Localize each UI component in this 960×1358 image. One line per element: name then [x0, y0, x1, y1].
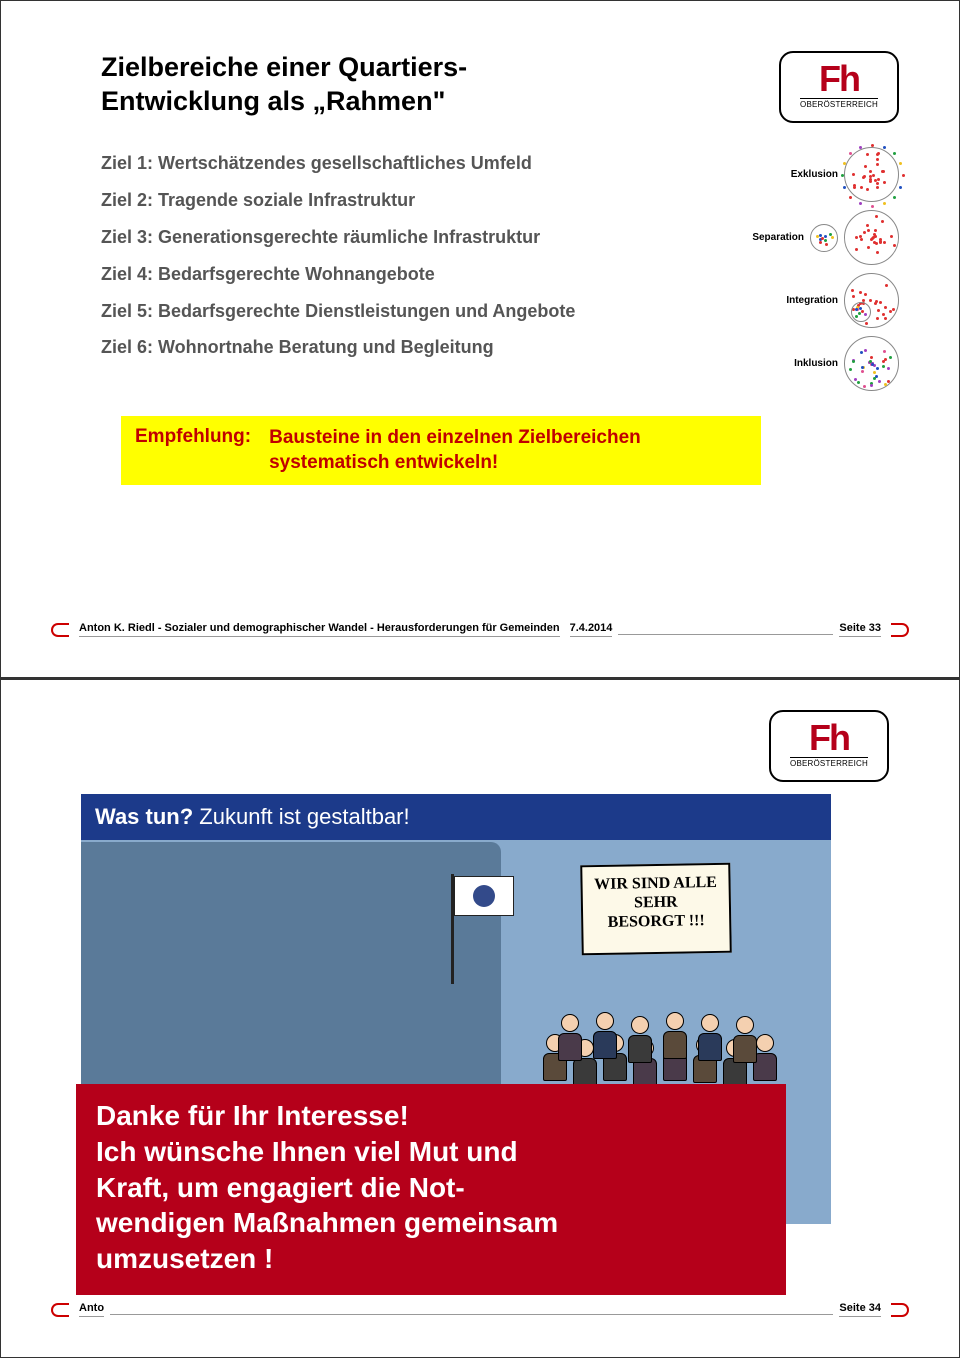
- footer-spacer: [110, 1314, 833, 1315]
- diagram-label: Inklusion: [794, 358, 838, 369]
- goal-6: Ziel 6: Wohnortnahe Beratung und Begleit…: [101, 329, 739, 366]
- diagram-label: Exklusion: [791, 169, 838, 180]
- header-row: Zielbereiche einer Quartiers- Entwicklun…: [101, 51, 899, 123]
- diagram-label: Separation: [752, 232, 804, 243]
- thank-you-box: Danke für Ihr Interesse! Ich wünsche Ihn…: [76, 1084, 786, 1295]
- sign-line2: SEHR: [634, 894, 678, 912]
- red-line-3: Kraft, um engagiert die Not-: [96, 1170, 766, 1206]
- goal-4: Ziel 4: Bedarfsgerechte Wohnangebote: [101, 256, 739, 293]
- diagram-inklusion: Inklusion: [739, 336, 899, 391]
- logo-subtext: OBERÖSTERREICH: [800, 98, 878, 109]
- blue-question: Was tun?: [95, 804, 193, 829]
- title-line2: Entwicklung als „Rahmen": [101, 86, 445, 116]
- cartoon-illustration: Was tun? Zukunft ist gestaltbar! WIR SIN…: [81, 794, 831, 1224]
- footer-cap-right-icon: [891, 623, 909, 637]
- fh-logo: Fh OBERÖSTERREICH: [769, 710, 889, 782]
- footer-cap-left-icon: [51, 623, 69, 637]
- footer-page-number: Seite 33: [839, 622, 881, 637]
- slide-title: Zielbereiche einer Quartiers- Entwicklun…: [101, 51, 467, 119]
- flag-globe-icon: [473, 885, 495, 907]
- slide-footer: Anto Seite 34: [51, 1302, 909, 1317]
- red-line-5: umzusetzen !: [96, 1241, 766, 1277]
- diagram-circle-icon: [844, 147, 899, 202]
- goal-1: Ziel 1: Wertschätzendes gesellschaftlich…: [101, 145, 739, 182]
- diagram-separation: Separation: [739, 210, 899, 265]
- diagram-integration: Integration: [739, 273, 899, 328]
- footer-spacer: [618, 634, 833, 635]
- footer-author-truncated: Anto: [79, 1302, 104, 1317]
- red-line-1: Danke für Ihr Interesse!: [96, 1098, 766, 1134]
- footer-cap-right-icon: [891, 1303, 909, 1317]
- red-line-4: wendigen Maßnahmen gemeinsam: [96, 1205, 766, 1241]
- goal-3: Ziel 3: Generationsgerechte räumliche In…: [101, 219, 739, 256]
- footer-page-number: Seite 34: [839, 1302, 881, 1317]
- logo-text: Fh: [809, 724, 849, 753]
- footer-cap-left-icon: [51, 1303, 69, 1317]
- diagram-circle-icon: [844, 210, 899, 265]
- recommendation-text: Bausteine in den einzelnen Zielbereichen…: [269, 426, 747, 475]
- blue-statement: Zukunft ist gestaltbar!: [193, 804, 409, 829]
- recommendation-box: Empfehlung: Bausteine in den einzelnen Z…: [121, 416, 761, 485]
- slide-33: Zielbereiche einer Quartiers- Entwicklun…: [0, 0, 960, 679]
- footer-date: 7.4.2014: [570, 622, 613, 637]
- slide-34: Fh OBERÖSTERREICH Was tun? Zukunft ist g…: [0, 679, 960, 1358]
- fh-logo: Fh OBERÖSTERREICH: [779, 51, 899, 123]
- logo-subtext: OBERÖSTERREICH: [790, 757, 868, 768]
- diagram-label: Integration: [786, 295, 838, 306]
- diagram-small-circle-icon: [810, 224, 838, 252]
- goal-2: Ziel 2: Tragende soziale Infrastruktur: [101, 182, 739, 219]
- footer-author: Anton K. Riedl - Sozialer und demographi…: [79, 622, 560, 637]
- slide-footer: Anton K. Riedl - Sozialer und demographi…: [51, 622, 909, 637]
- blue-title-bar: Was tun? Zukunft ist gestaltbar!: [81, 794, 831, 840]
- diagram-circle-icon: [844, 273, 899, 328]
- recommendation-label: Empfehlung:: [135, 426, 251, 475]
- logo-text: Fh: [819, 65, 859, 94]
- goal-5: Ziel 5: Bedarfsgerechte Dienstleistungen…: [101, 293, 739, 330]
- title-line1: Zielbereiche einer Quartiers-: [101, 52, 467, 82]
- red-line-2: Ich wünsche Ihnen viel Mut und: [96, 1134, 766, 1170]
- goals-list: Ziel 1: Wertschätzendes gesellschaftlich…: [101, 145, 739, 391]
- diagram-circle-icon: [844, 336, 899, 391]
- protest-sign: WIR SIND ALLE SEHR BESORGT !!!: [580, 863, 732, 956]
- inclusion-diagrams: Exklusion Separation Integration Inklusi…: [739, 145, 899, 391]
- cliff-shape: [81, 842, 501, 1092]
- flag-icon: [454, 876, 514, 916]
- crowd-icon: [531, 1004, 791, 1094]
- diagram-exklusion: Exklusion: [739, 147, 899, 202]
- sign-line3: BESORGT !!!: [608, 913, 705, 932]
- sign-line1: WIR SIND ALLE: [594, 874, 717, 893]
